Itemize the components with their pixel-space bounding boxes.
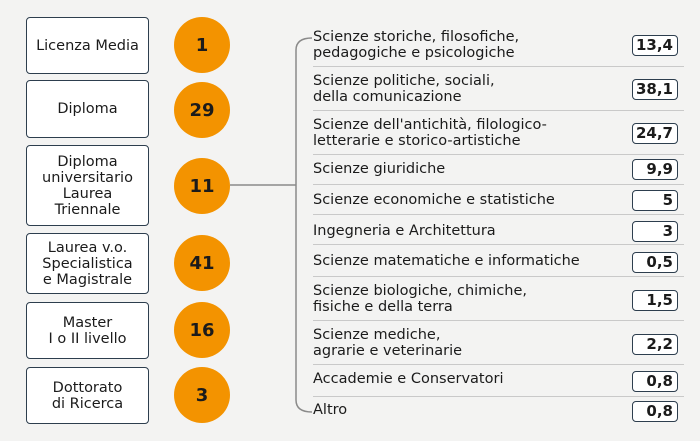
level-label: Licenza Media <box>26 17 149 74</box>
discipline-row: Ingegneria e Architettura 3 <box>313 215 684 245</box>
discipline-row: Scienze storiche, filosofiche, pedagogic… <box>313 27 684 67</box>
discipline-label: Scienze matematiche e informatiche <box>313 253 580 269</box>
discipline-value: 2,2 <box>632 334 678 355</box>
discipline-label: Scienze biologiche, chimiche, fisiche e … <box>313 283 528 315</box>
discipline-label: Scienze economiche e statistiche <box>313 192 555 208</box>
discipline-label: Scienze mediche, agrarie e veterinarie <box>313 327 463 359</box>
discipline-label: Accademie e Conservatori <box>313 371 504 387</box>
discipline-value: 0,8 <box>632 371 678 392</box>
discipline-row: Scienze biologiche, chimiche, fisiche e … <box>313 277 684 321</box>
discipline-label: Scienze dell'antichità, filologico- lett… <box>313 117 547 149</box>
level-label: Laurea v.o. Specialistica e Magistrale <box>26 233 149 294</box>
discipline-label: Altro <box>313 402 348 418</box>
level-label: Diploma universitario Laurea Triennale <box>26 145 149 226</box>
discipline-row: Altro 0,8 <box>313 397 684 427</box>
discipline-row: Scienze mediche, agrarie e veterinarie 2… <box>313 321 684 365</box>
discipline-value: 24,7 <box>632 123 678 144</box>
level-value-badge: 16 <box>174 302 230 358</box>
discipline-row: Scienze economiche e statistiche 5 <box>313 185 684 215</box>
discipline-value: 0,5 <box>632 252 678 273</box>
discipline-row: Scienze matematiche e informatiche 0,5 <box>313 245 684 277</box>
discipline-value: 13,4 <box>632 35 678 56</box>
discipline-label: Scienze politiche, sociali, della comuni… <box>313 73 495 105</box>
level-label: Dottorato di Ricerca <box>26 367 149 424</box>
discipline-value: 3 <box>632 221 678 242</box>
discipline-row: Scienze politiche, sociali, della comuni… <box>313 67 684 111</box>
discipline-value: 1,5 <box>632 290 678 311</box>
discipline-label: Ingegneria e Architettura <box>313 223 496 239</box>
discipline-value: 9,9 <box>632 159 678 180</box>
bracket-line <box>295 37 313 413</box>
level-value-badge: 3 <box>174 367 230 423</box>
discipline-value: 38,1 <box>632 79 678 100</box>
level-value-badge: 41 <box>174 235 230 291</box>
discipline-row: Scienze giuridiche 9,9 <box>313 155 684 185</box>
discipline-value: 5 <box>632 190 678 211</box>
level-value-badge: 1 <box>174 17 230 73</box>
discipline-row: Accademie e Conservatori 0,8 <box>313 365 684 397</box>
discipline-row: Scienze dell'antichità, filologico- lett… <box>313 111 684 155</box>
discipline-label: Scienze giuridiche <box>313 161 446 177</box>
level-label: Master I o II livello <box>26 302 149 359</box>
discipline-label: Scienze storiche, filosofiche, pedagogic… <box>313 29 520 61</box>
discipline-value: 0,8 <box>632 401 678 422</box>
level-label: Diploma <box>26 80 149 138</box>
level-value-badge: 29 <box>174 82 230 138</box>
level-value-badge: 11 <box>174 158 230 214</box>
